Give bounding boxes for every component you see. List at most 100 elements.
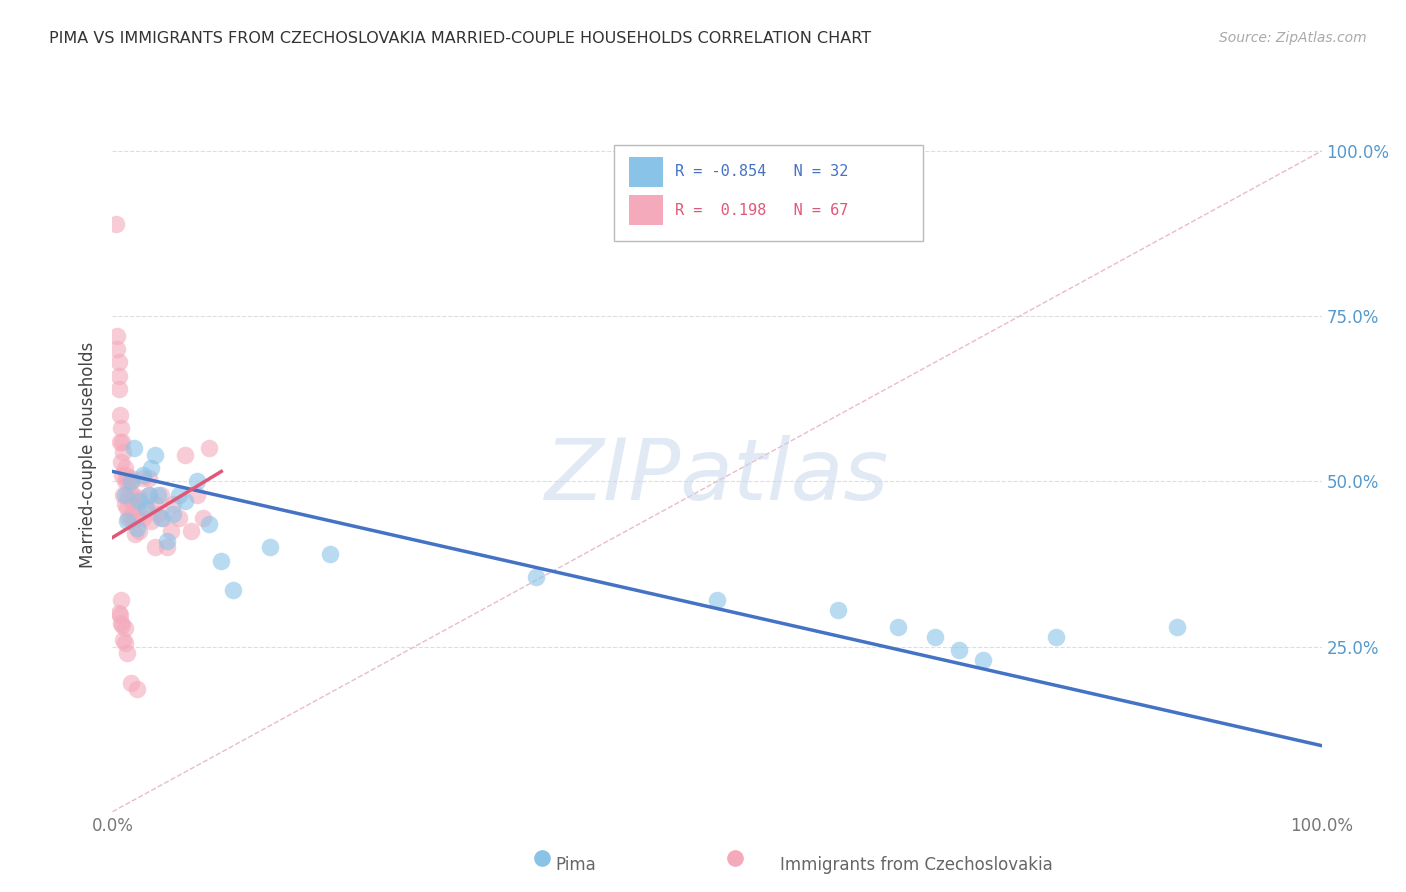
FancyBboxPatch shape [628, 195, 662, 225]
Point [122, 498, 145, 512]
Point [143, 541, 166, 555]
Point [115, 475, 138, 489]
Point [143, 448, 166, 462]
Point [143, 498, 166, 512]
Point [132, 510, 155, 524]
Point [152, 510, 174, 524]
Point [110, 616, 132, 631]
Point [827, 603, 849, 617]
Point [111, 434, 134, 449]
Point [141, 461, 163, 475]
Point [115, 500, 138, 515]
Point [138, 487, 160, 501]
Point [112, 487, 135, 501]
Point [174, 494, 197, 508]
Point [108, 607, 131, 622]
Point [107, 368, 129, 383]
Point [319, 547, 342, 561]
Point [114, 621, 136, 635]
Point [222, 583, 245, 598]
Point [112, 632, 135, 647]
Text: Source: ZipAtlas.com: Source: ZipAtlas.com [1219, 31, 1367, 45]
Point [259, 541, 281, 555]
Point [124, 527, 146, 541]
Point [186, 475, 208, 489]
Point [167, 510, 190, 524]
Point [149, 487, 172, 501]
Point [112, 444, 135, 458]
Point [105, 329, 128, 343]
Text: PIMA VS IMMIGRANTS FROM CZECHOSLOVAKIA MARRIED-COUPLE HOUSEHOLDS CORRELATION CHA: PIMA VS IMMIGRANTS FROM CZECHOSLOVAKIA M… [49, 31, 872, 46]
Point [138, 471, 160, 485]
Point [138, 487, 160, 501]
Point [198, 442, 221, 456]
Point [122, 510, 145, 524]
Text: R = -0.854   N = 32: R = -0.854 N = 32 [675, 164, 848, 179]
Point [117, 487, 139, 501]
Point [156, 533, 179, 548]
Point [108, 409, 131, 423]
Point [125, 500, 148, 515]
Point [114, 461, 136, 475]
Point [117, 510, 139, 524]
Point [972, 653, 994, 667]
Point [167, 487, 190, 501]
Point [125, 520, 148, 534]
Point [159, 524, 181, 538]
Point [121, 498, 143, 512]
Text: R =  0.198   N = 67: R = 0.198 N = 67 [675, 202, 848, 218]
Point [149, 510, 172, 524]
Point [108, 434, 131, 449]
Point [111, 618, 134, 632]
Point [156, 541, 179, 555]
Point [110, 421, 132, 435]
Point [118, 475, 141, 489]
Point [198, 517, 221, 532]
Point [128, 494, 150, 508]
Point [114, 467, 136, 482]
Point [114, 487, 136, 501]
FancyBboxPatch shape [628, 157, 662, 186]
Point [135, 500, 157, 515]
Point [115, 514, 138, 528]
Point [524, 570, 547, 584]
Point [120, 510, 142, 524]
Point [114, 475, 136, 489]
Point [107, 382, 129, 396]
Point [120, 676, 142, 690]
Point [948, 643, 970, 657]
Point [122, 442, 145, 456]
Point [191, 510, 215, 524]
Point [105, 342, 128, 356]
Point [128, 524, 150, 538]
Point [132, 467, 155, 482]
Point [180, 524, 202, 538]
Point [120, 487, 142, 501]
Point [110, 454, 132, 468]
Point [105, 217, 128, 231]
Point [121, 475, 143, 489]
Point [706, 593, 728, 607]
Point [132, 471, 155, 485]
Point [209, 554, 232, 568]
Point [115, 646, 138, 660]
Text: Immigrants from Czechoslovakia: Immigrants from Czechoslovakia [780, 856, 1053, 874]
Point [141, 514, 163, 528]
Point [120, 475, 142, 489]
Point [135, 500, 157, 515]
Point [107, 355, 129, 369]
Point [174, 448, 197, 462]
Point [125, 682, 148, 697]
Y-axis label: Married-couple Households: Married-couple Households [79, 342, 97, 568]
Point [110, 593, 132, 607]
Point [114, 498, 136, 512]
Point [162, 508, 184, 522]
Point [122, 487, 145, 501]
Point [128, 491, 150, 505]
FancyBboxPatch shape [614, 145, 922, 241]
Point [1166, 620, 1188, 634]
Text: Pima: Pima [555, 856, 596, 874]
Point [111, 467, 134, 482]
Point [148, 487, 170, 501]
Point [107, 607, 129, 621]
